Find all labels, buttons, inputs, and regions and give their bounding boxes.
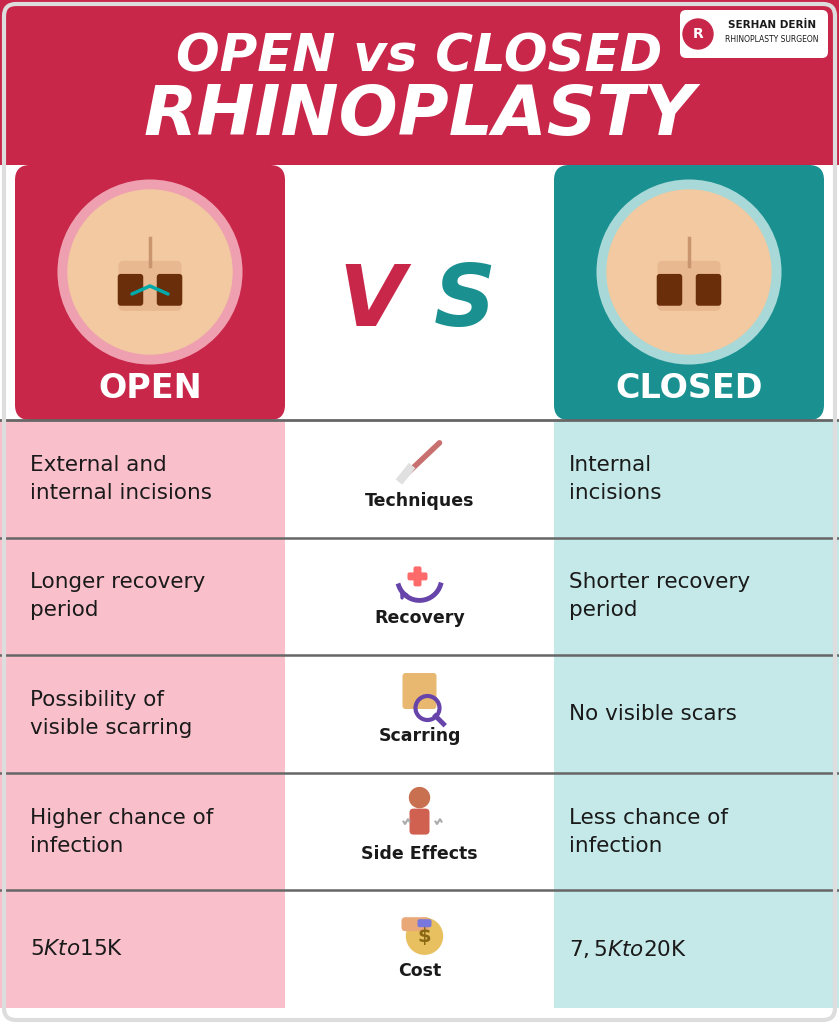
Text: $7,5K to $20K: $7,5K to $20K [569, 938, 687, 961]
FancyBboxPatch shape [157, 274, 182, 306]
FancyBboxPatch shape [658, 261, 721, 311]
Text: R: R [693, 27, 703, 41]
Text: V: V [339, 261, 405, 344]
FancyBboxPatch shape [408, 572, 428, 581]
Circle shape [607, 190, 771, 354]
Bar [285, 773, 554, 891]
Text: Less chance of
infection: Less chance of infection [569, 808, 728, 856]
Bar [554, 538, 839, 655]
FancyBboxPatch shape [418, 920, 431, 927]
Bar [554, 773, 839, 891]
Bar [0, 655, 285, 773]
FancyBboxPatch shape [680, 10, 828, 58]
FancyBboxPatch shape [657, 274, 682, 306]
Bar [285, 420, 554, 538]
FancyBboxPatch shape [409, 809, 430, 835]
Text: Internal
incisions: Internal incisions [569, 455, 661, 503]
Circle shape [409, 787, 430, 808]
Text: Possibility of
visible scarring: Possibility of visible scarring [30, 690, 192, 738]
FancyBboxPatch shape [696, 274, 722, 306]
Text: S: S [434, 261, 496, 344]
Text: OPEN vs CLOSED: OPEN vs CLOSED [176, 33, 662, 83]
Text: RHINOPLASTY SURGEON: RHINOPLASTY SURGEON [725, 36, 819, 44]
Text: CLOSED: CLOSED [615, 372, 763, 404]
Text: $: $ [418, 927, 431, 946]
Bar [285, 165, 554, 420]
Circle shape [683, 19, 713, 49]
Bar [0, 891, 285, 1008]
Bar [554, 420, 839, 538]
Text: OPEN: OPEN [98, 372, 202, 404]
Text: External and
internal incisions: External and internal incisions [30, 455, 212, 503]
Text: SERHAN DERİN: SERHAN DERİN [727, 19, 816, 30]
Bar [285, 891, 554, 1008]
Bar [0, 538, 285, 655]
Text: RHINOPLASTY: RHINOPLASTY [143, 82, 695, 148]
Text: Shorter recovery
period: Shorter recovery period [569, 572, 750, 621]
Bar [0, 0, 839, 165]
Text: Longer recovery
period: Longer recovery period [30, 572, 206, 621]
Bar [285, 538, 554, 655]
Text: Cost: Cost [398, 963, 441, 980]
Text: Techniques: Techniques [365, 492, 474, 510]
Circle shape [54, 176, 246, 368]
Bar [554, 655, 839, 773]
Circle shape [68, 190, 232, 354]
Bar [0, 165, 839, 1024]
Text: No visible scars: No visible scars [569, 705, 737, 724]
Bar [0, 420, 285, 538]
FancyBboxPatch shape [403, 673, 436, 709]
Bar [285, 655, 554, 773]
FancyBboxPatch shape [414, 566, 421, 587]
Circle shape [407, 919, 442, 954]
FancyBboxPatch shape [118, 261, 181, 311]
FancyBboxPatch shape [117, 274, 143, 306]
Text: Scarring: Scarring [378, 727, 461, 745]
Circle shape [593, 176, 785, 368]
Text: Side Effects: Side Effects [361, 845, 478, 862]
FancyBboxPatch shape [402, 918, 430, 931]
Bar [0, 773, 285, 891]
Text: $5K to $15K: $5K to $15K [30, 939, 123, 959]
FancyBboxPatch shape [15, 165, 285, 420]
Bar [554, 891, 839, 1008]
Text: Higher chance of
infection: Higher chance of infection [30, 808, 213, 856]
Text: Recovery: Recovery [374, 609, 465, 628]
FancyBboxPatch shape [554, 165, 824, 420]
